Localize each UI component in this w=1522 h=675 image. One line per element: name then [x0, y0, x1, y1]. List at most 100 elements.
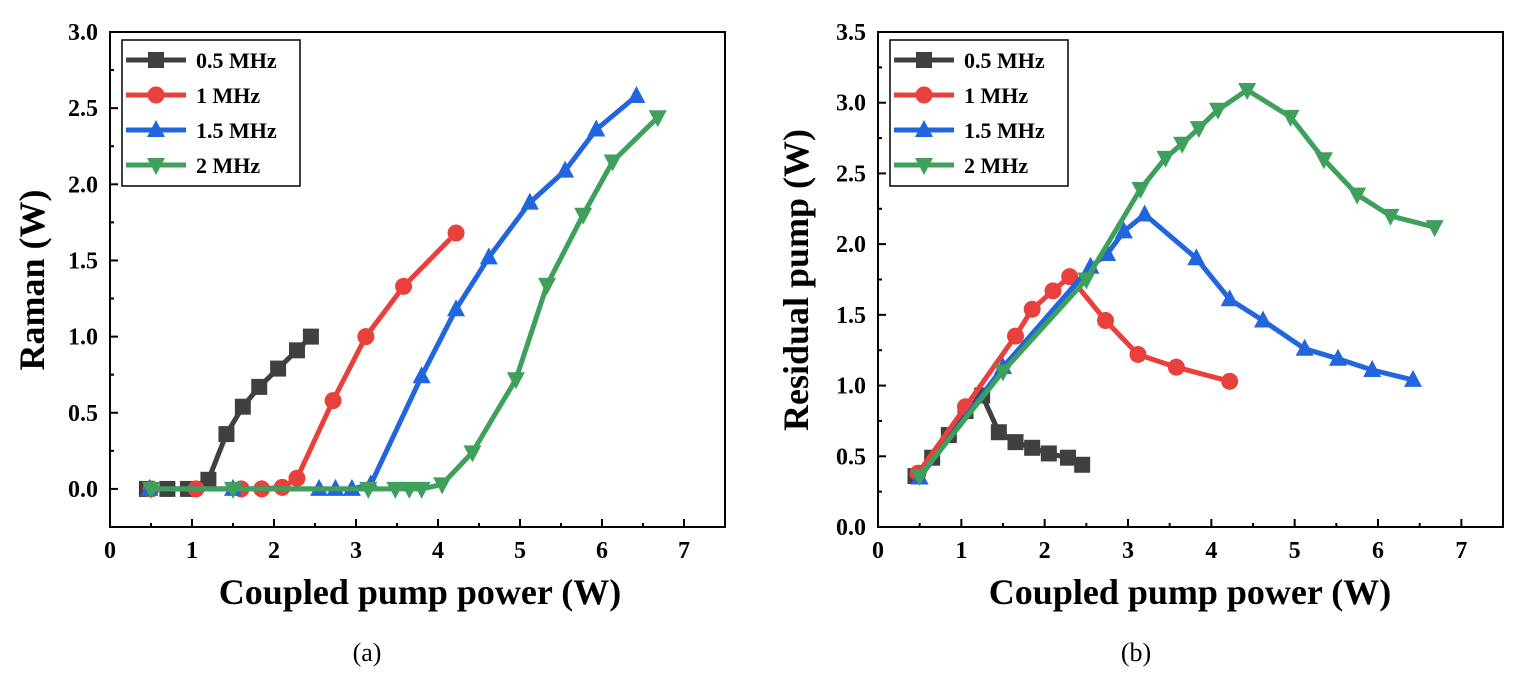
legend: 0.5 MHz 1 MHz 1.5 MHz 2 MHz [121, 39, 301, 187]
data-point [1363, 360, 1382, 378]
x-tick-label: 5 [514, 538, 526, 564]
x-tick-label: 4 [1205, 538, 1217, 564]
data-point [1156, 150, 1175, 168]
data-point [1097, 312, 1114, 330]
data-point [412, 366, 431, 384]
y-tick-label: 2.5 [836, 161, 866, 187]
y-tick-label: 0.5 [68, 401, 98, 427]
y-tick-label: 0.0 [836, 515, 866, 541]
y-tick-label: 1.0 [68, 325, 98, 351]
data-point [603, 154, 622, 172]
data-point [1254, 310, 1272, 328]
data-point [648, 110, 667, 128]
data-point [1329, 348, 1347, 366]
data-point [990, 424, 1007, 441]
legend-label: 1.5 MHz [964, 118, 1045, 143]
data-point [1044, 282, 1062, 300]
legend-item: 1.5 MHz [126, 118, 277, 143]
legend-item: 2 MHz [126, 153, 260, 178]
y-axis-title: Residual pump (W) [776, 129, 816, 431]
series-line [146, 334, 313, 492]
data-point [1238, 82, 1257, 100]
y-tick-label: 1.5 [68, 248, 98, 274]
y-tick-label: 1.0 [836, 374, 866, 400]
legend-item: 2 MHz [894, 153, 1028, 178]
x-tick-label: 7 [1455, 538, 1467, 564]
series-1-mhz [909, 268, 1239, 482]
data-point [1040, 445, 1057, 462]
data-point [433, 477, 452, 495]
data-point [506, 372, 525, 390]
data-point [386, 481, 405, 499]
data-point [142, 481, 160, 499]
data-point [1007, 434, 1024, 451]
data-point [400, 481, 419, 499]
x-tick-label: 1 [955, 538, 967, 564]
plot-frame [109, 31, 726, 528]
x-tick-label: 2 [268, 538, 280, 564]
series-line [151, 231, 458, 492]
data-point [520, 192, 539, 210]
legend-label: 2 MHz [964, 153, 1028, 178]
legend-item: 1.5 MHz [894, 118, 1045, 143]
y-tick-label: 2.0 [836, 232, 866, 258]
legend-label: 1 MHz [196, 83, 260, 108]
data-point [288, 342, 305, 359]
series-1-mhz [142, 224, 465, 498]
data-point [1348, 187, 1367, 205]
x-tick-label: 4 [432, 538, 444, 564]
y-tick-label: 0.5 [836, 444, 866, 470]
x-tick-label: 3 [1122, 538, 1134, 564]
x-tick-label: 0 [104, 538, 116, 564]
data-point [910, 469, 929, 487]
x-axis-title: Coupled pump power (W) [219, 572, 621, 612]
data-point [224, 481, 242, 499]
data-point [556, 160, 575, 178]
legend-label: 1.5 MHz [196, 118, 277, 143]
series-2-mhz [910, 82, 1444, 487]
data-point [1074, 456, 1091, 473]
data-point [1295, 338, 1314, 356]
data-point [270, 360, 287, 377]
legend-item: 0.5 MHz [126, 48, 277, 73]
data-point [1425, 220, 1444, 238]
data-point [479, 247, 498, 265]
data-point [359, 481, 378, 499]
legend-marker [147, 158, 165, 175]
axis-ticks: 0 1 2 3 4 5 6 7 0.0 0.5 1.0 1.5 2.0 2.5 3.0 3.5 [836, 20, 1467, 564]
data-point [234, 398, 251, 415]
panel-caption: (b) [1121, 638, 1151, 667]
legend-marker [148, 52, 164, 68]
legend-item: 0.5 MHz [894, 48, 1045, 73]
x-tick-label: 0 [872, 538, 884, 564]
legend-marker [915, 158, 933, 175]
y-tick-label: 3.0 [68, 20, 98, 46]
data-point [1023, 300, 1041, 318]
data-point [218, 426, 235, 443]
panel-a-raman-chart: 0 1 2 3 4 5 6 7 0.0 0.5 1.0 1.5 2.0 2.5 3.0 0.5 MHz 1 M… [12, 20, 726, 667]
data-point [1131, 181, 1150, 199]
data-point [1187, 248, 1206, 266]
data-point [587, 119, 606, 137]
data-point [1061, 268, 1079, 286]
series-0-5-mhz [907, 387, 1091, 485]
data-point [1135, 204, 1154, 222]
y-tick-label: 2.0 [68, 172, 98, 198]
data-point [1060, 449, 1076, 466]
data-point [1024, 439, 1041, 456]
y-axis-title: Raman (W) [12, 190, 52, 371]
x-tick-label: 6 [1372, 538, 1384, 564]
data-point [357, 328, 375, 346]
data-point [1114, 221, 1133, 239]
data-point [447, 224, 465, 242]
data-point [1221, 372, 1239, 390]
x-tick-label: 1 [186, 538, 198, 564]
x-tick-label: 7 [678, 538, 690, 564]
data-point [1220, 289, 1239, 307]
y-tick-label: 2.5 [68, 96, 98, 122]
y-tick-label: 3.5 [836, 20, 866, 46]
data-point [200, 471, 217, 488]
data-point [574, 207, 593, 225]
data-point [994, 364, 1012, 382]
x-tick-label: 5 [1289, 538, 1301, 564]
